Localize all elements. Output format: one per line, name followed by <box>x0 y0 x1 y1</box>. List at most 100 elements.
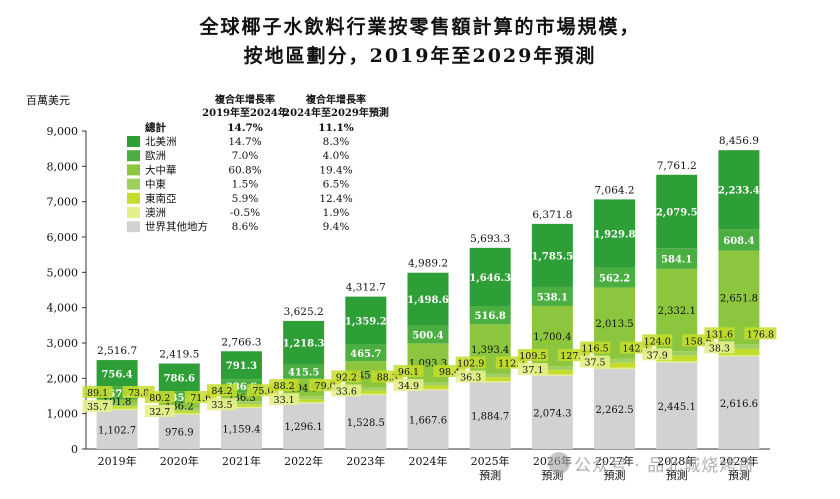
bar-segment <box>407 388 449 391</box>
legend-item-label: 世界其他地方 <box>145 220 208 233</box>
data-label: 1,646.3 <box>469 273 511 284</box>
bar-total-label: 7,064.2 <box>595 184 635 196</box>
legend-item-cagr-2: 12.4% <box>319 193 352 205</box>
data-label: 1,929.8 <box>594 229 636 240</box>
cagr-header-2-line-1: 複合年增長率 <box>305 93 366 106</box>
data-label: 2,262.5 <box>595 405 633 416</box>
x-tick-label: 2019年 <box>98 454 137 468</box>
data-label: 88.2 <box>274 381 295 392</box>
bar-segment <box>407 325 449 344</box>
data-label: 92.2 <box>336 372 357 383</box>
chart-title-line-1: 全球椰子水飲料行業按零售額計算的市場規模， <box>199 16 641 38</box>
y-tick-label: 8,000 <box>47 160 79 173</box>
bar-segment <box>718 229 760 251</box>
data-label: 136.2 <box>165 402 194 413</box>
bar-segment <box>407 385 449 389</box>
data-label: 84.2 <box>211 386 232 397</box>
data-label: 2,233.4 <box>718 186 760 197</box>
bar-segment <box>594 199 636 268</box>
legend-item-label: 大中華 <box>145 163 177 176</box>
bar-segment <box>96 406 138 409</box>
bar-segment <box>594 369 636 449</box>
data-label: 756.4 <box>101 369 132 380</box>
data-label: 131.6 <box>706 329 733 340</box>
wechat-icon <box>548 452 570 474</box>
bar-segment <box>656 355 698 362</box>
bar-segment <box>345 387 387 391</box>
y-tick-label: 9,000 <box>47 125 79 138</box>
data-label: 75.0 <box>252 386 273 397</box>
bar-segment <box>656 361 698 363</box>
data-label: 1,093.3 <box>409 359 447 370</box>
data-label: 124.0 <box>644 336 671 347</box>
data-label: 142.1 <box>622 344 649 355</box>
legend-swatch <box>127 221 140 233</box>
label-backdrop <box>517 363 548 376</box>
data-label: 1,667.6 <box>409 416 447 427</box>
x-tick-label: 2024年 <box>409 454 448 468</box>
data-label: 112.7 <box>498 359 525 370</box>
legend-swatch <box>127 192 140 204</box>
x-tick-label: 2028年 <box>657 454 696 468</box>
label-backdrop <box>144 404 175 417</box>
data-label: 516.8 <box>475 311 506 322</box>
x-tick-label: 2023年 <box>346 454 385 468</box>
bar-segment <box>718 344 760 349</box>
data-label: 1,102.7 <box>98 426 136 437</box>
data-label: 786.6 <box>164 373 195 384</box>
legend-item-cagr-1: 14.7% <box>228 136 261 148</box>
bar-segment <box>531 366 573 370</box>
label-backdrop <box>331 384 362 397</box>
data-label: 32.7 <box>149 407 170 418</box>
x-tick-label: 2022年 <box>284 454 323 468</box>
label-backdrop <box>642 348 673 361</box>
legend-item-cagr-2: 8.3% <box>323 136 350 148</box>
y-tick-label: 5,000 <box>47 266 79 279</box>
bar-segment <box>656 248 698 269</box>
data-label: 2,079.5 <box>656 208 698 219</box>
x-tick-label: 2020年 <box>160 454 199 468</box>
label-backdrop <box>206 384 237 397</box>
data-label: 73.8 <box>128 388 149 399</box>
data-label: 2,445.1 <box>658 402 696 413</box>
bar-segment <box>345 390 387 394</box>
x-tick-sublabel: 預測 <box>728 468 750 482</box>
x-tick-label: 2027年 <box>595 454 634 468</box>
bar-segment <box>283 402 325 404</box>
bar-total-label: 8,456.9 <box>719 135 759 147</box>
data-label: 745.2 <box>351 370 380 381</box>
bar-segment <box>407 272 449 326</box>
data-label: 608.4 <box>723 236 754 247</box>
bar-segment <box>283 396 325 400</box>
label-backdrop <box>704 341 735 354</box>
data-label: 1,498.6 <box>407 295 449 306</box>
bar-segment <box>158 413 200 415</box>
data-label: 33.5 <box>211 400 232 411</box>
legend-item-cagr-1: 8.6% <box>232 221 259 233</box>
legend-swatch <box>127 178 140 190</box>
label-backdrop <box>144 390 175 403</box>
label-backdrop <box>642 334 673 347</box>
x-tick-label: 2025年 <box>471 454 510 468</box>
data-label: 127.1 <box>560 351 587 362</box>
label-backdrop <box>269 379 300 392</box>
bar-segment <box>469 382 511 449</box>
label-backdrop <box>455 356 486 369</box>
y-tick-label: 2,000 <box>47 372 79 385</box>
data-label: 584.1 <box>661 255 692 266</box>
bar-segment <box>158 410 200 414</box>
data-label: 2,074.3 <box>533 408 571 419</box>
bar-segment <box>96 360 138 387</box>
label-backdrop <box>744 327 777 340</box>
bar-segment <box>594 367 636 370</box>
bar-total-label: 3,625.2 <box>284 306 324 318</box>
data-label: 37.9 <box>647 350 668 361</box>
bar-segment <box>220 406 262 409</box>
bar-segment <box>594 358 636 363</box>
bar-segment <box>96 408 138 411</box>
data-label: 2,651.8 <box>720 293 758 304</box>
legend-item-label: 中東 <box>145 178 166 191</box>
data-label: 33.6 <box>336 386 357 397</box>
data-label: 976.9 <box>165 428 194 439</box>
